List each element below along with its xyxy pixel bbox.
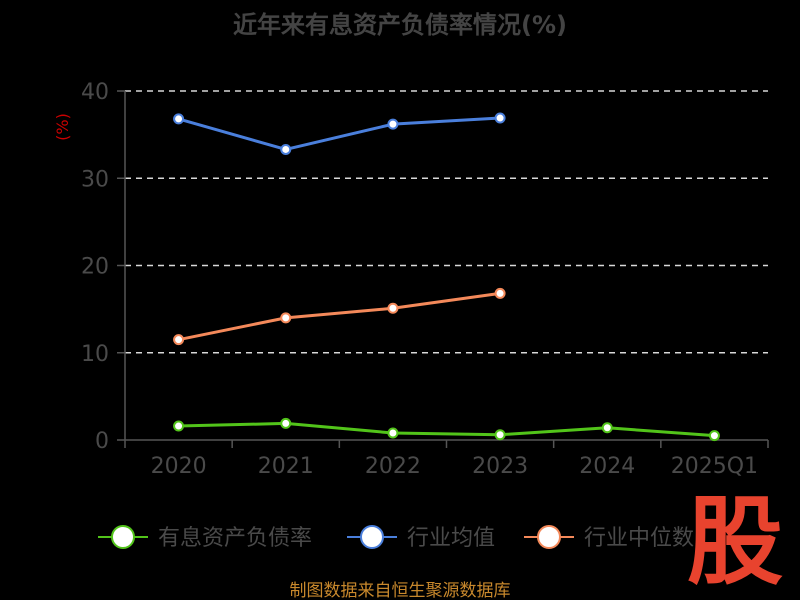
x-tick-label-2023: 2023 [472, 454, 528, 479]
data-point-s2-2023 [494, 287, 506, 299]
series-layer [173, 112, 720, 442]
series-line-2 [178, 291, 501, 342]
x-tick-label-2021: 2021 [258, 454, 314, 479]
chart-title: 近年来有息资产负债率情况(%) [233, 11, 567, 39]
y-tick-label-20: 20 [81, 255, 109, 280]
x-tick-label-2024: 2024 [579, 454, 635, 479]
legend: 有息资产负债率 行业均值 行业中位数 [98, 525, 694, 551]
data-point-s0-2024 [601, 422, 613, 434]
y-axis-label: (%) [53, 113, 72, 141]
y-tick-label-0: 0 [95, 429, 109, 454]
brand-logo: 股 [687, 486, 783, 598]
series-line-1 [178, 116, 501, 151]
legend-marker-1 [360, 525, 384, 549]
legend-label-0: 有息资产负债率 [158, 526, 312, 551]
data-point-s2-2021 [280, 312, 292, 324]
x-tick-label-2020: 2020 [151, 454, 207, 479]
legend-marker-2 [537, 525, 561, 549]
data-point-s1-2021 [280, 143, 292, 155]
y-tick-label-10: 10 [81, 342, 109, 367]
data-point-s1-2020 [173, 113, 185, 125]
data-point-s2-2022 [387, 302, 399, 314]
x-tick-label-2025Q1: 2025Q1 [671, 454, 758, 479]
series-line-0 [178, 421, 715, 438]
axis-layer: 0 10 20 30 40 2020 2021 2022 2023 2024 2025Q1 [81, 80, 769, 479]
grid-layer [125, 90, 768, 354]
legend-label-1: 行业均值 [407, 526, 495, 551]
data-point-s1-2023 [494, 112, 506, 124]
y-tick-label-30: 30 [81, 167, 109, 192]
data-point-s0-2021 [280, 417, 292, 429]
data-source-note: 制图数据来自恒生聚源数据库 [290, 581, 511, 600]
y-tick-label-40: 40 [81, 80, 109, 105]
data-point-s1-2022 [387, 118, 399, 130]
data-point-s0-2022 [387, 427, 399, 439]
data-point-s0-2020 [173, 420, 185, 432]
legend-marker-0 [111, 525, 135, 549]
data-point-s0-2023 [494, 429, 506, 441]
x-tick-label-2022: 2022 [365, 454, 421, 479]
data-point-s2-2020 [173, 334, 185, 346]
data-point-s0-2025Q1 [708, 430, 720, 442]
legend-label-2: 行业中位数 [584, 526, 694, 551]
